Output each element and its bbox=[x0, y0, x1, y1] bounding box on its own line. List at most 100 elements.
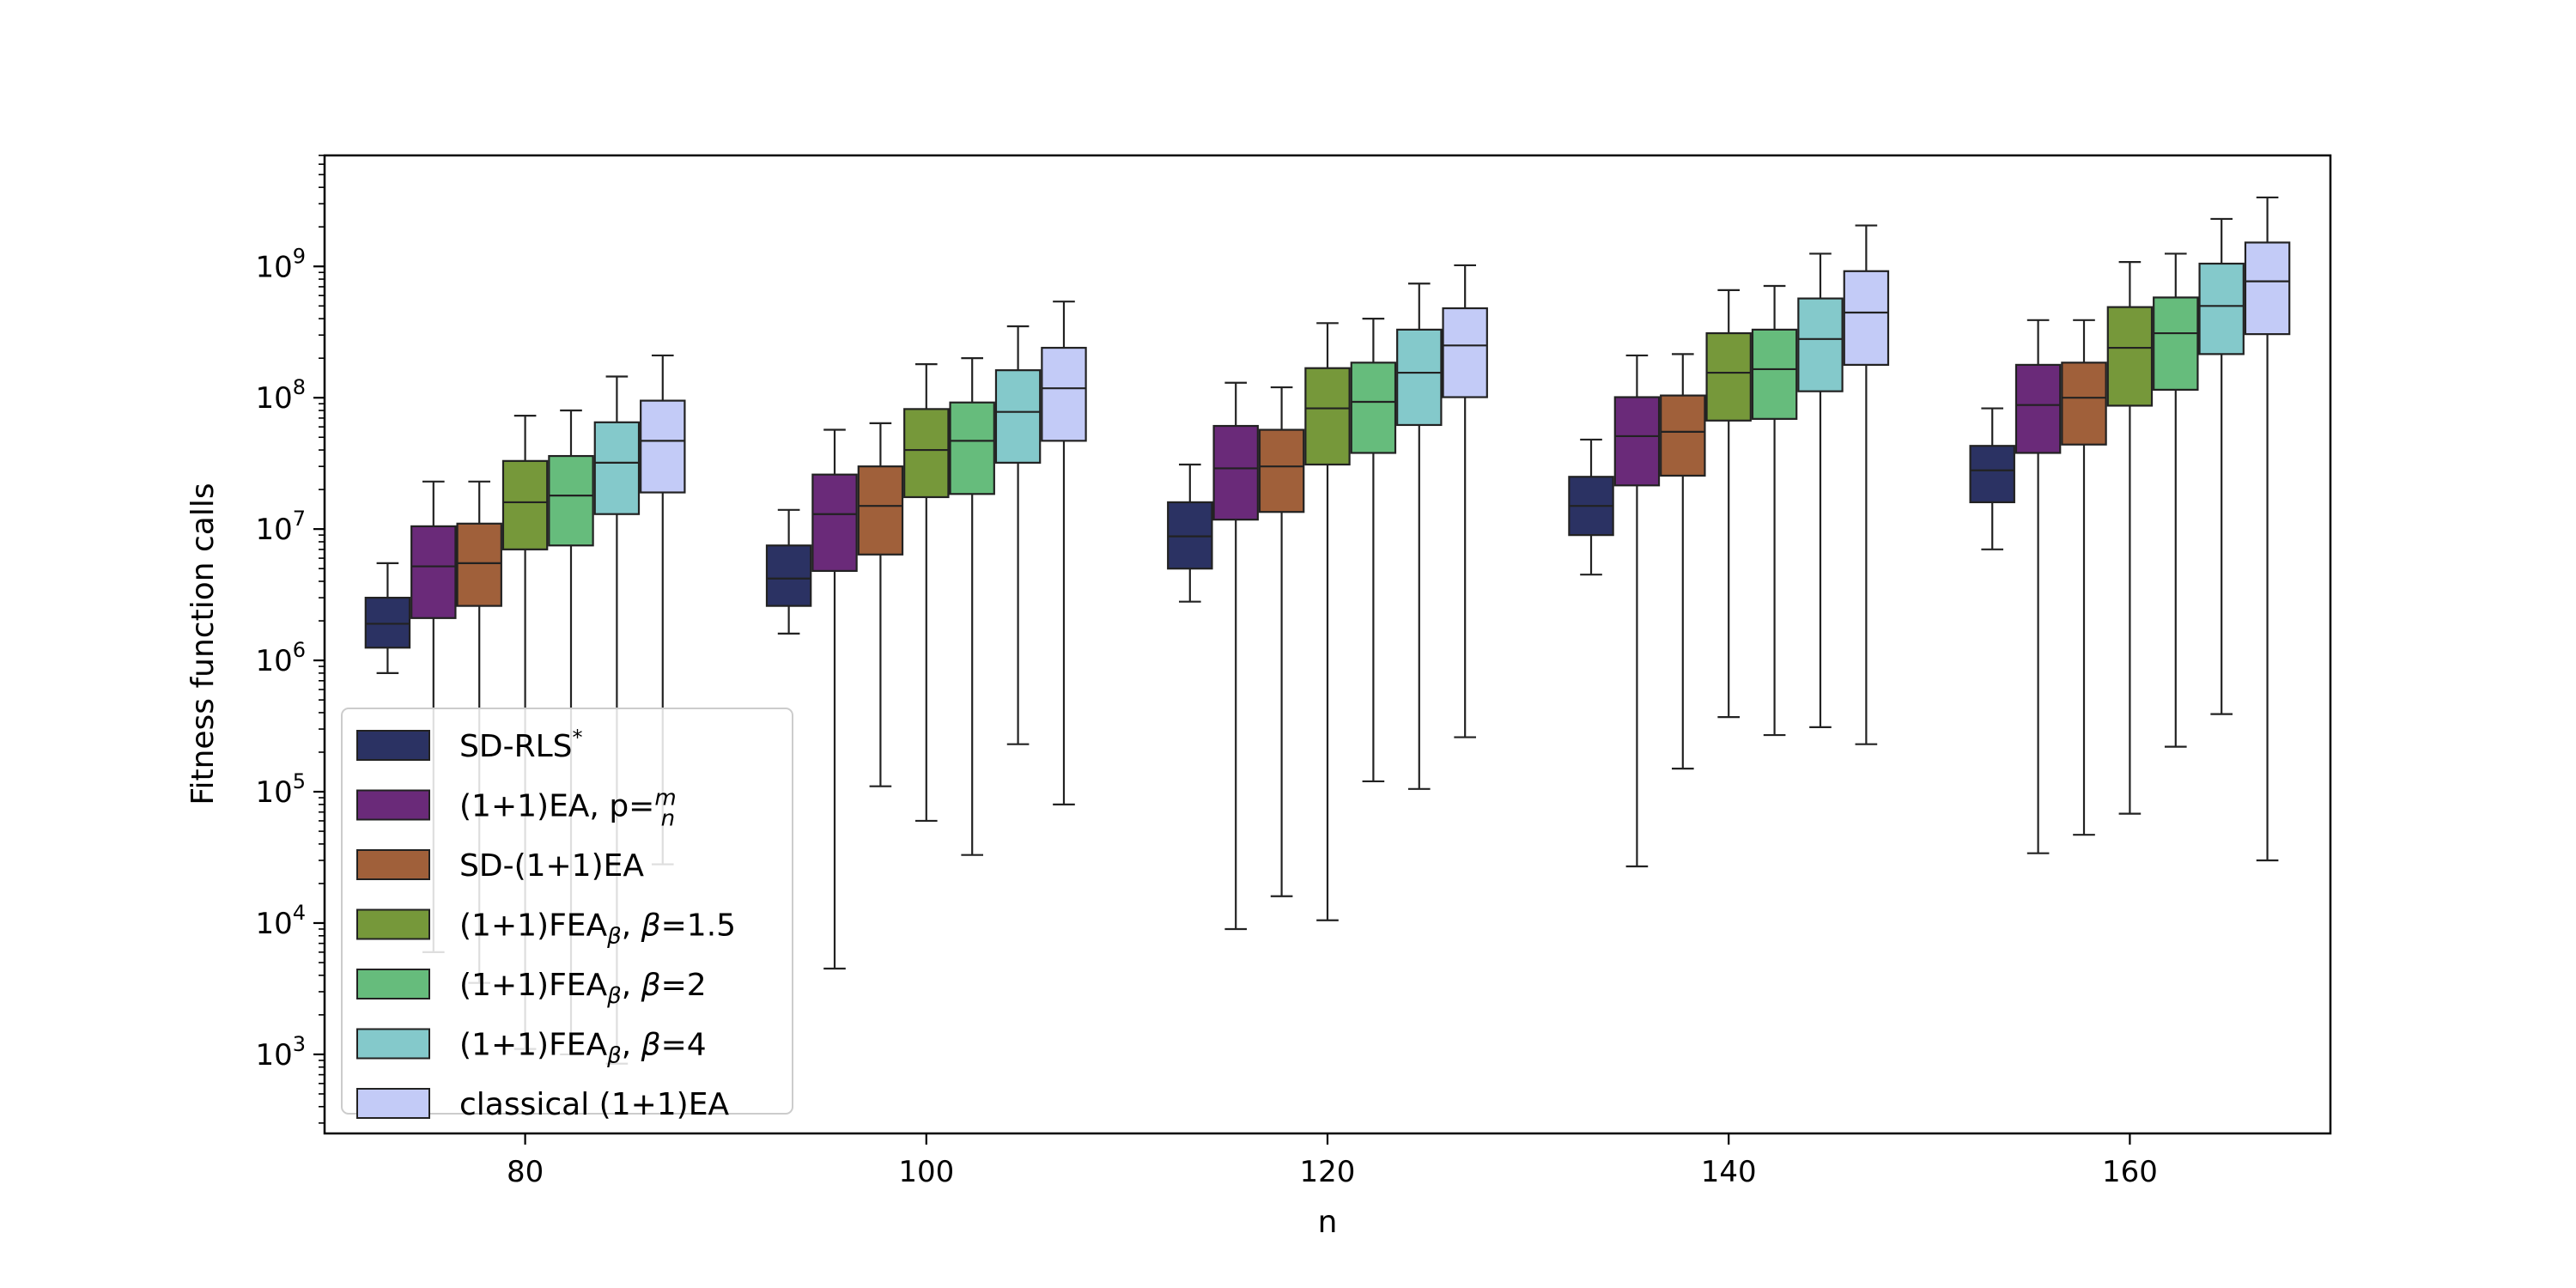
box-iqr bbox=[1041, 346, 1087, 442]
legend-swatch bbox=[356, 969, 430, 999]
legend-item: SD-(1+1)EA bbox=[356, 848, 644, 884]
box-iqr bbox=[2153, 296, 2199, 392]
box-group bbox=[1396, 283, 1443, 790]
box-group bbox=[2244, 196, 2291, 862]
box-iqr bbox=[765, 544, 812, 607]
box-iqr bbox=[410, 525, 457, 619]
y-tick-label: 108 bbox=[255, 375, 306, 416]
x-tick-label: 80 bbox=[507, 1155, 544, 1189]
x-tick-label: 140 bbox=[1701, 1155, 1757, 1189]
box-group bbox=[640, 354, 686, 866]
box-iqr bbox=[949, 401, 995, 495]
box-group bbox=[1751, 284, 1798, 737]
legend-swatch bbox=[356, 908, 430, 940]
box-group bbox=[1660, 353, 1706, 770]
box-iqr bbox=[994, 369, 1042, 464]
y-tick-label: 107 bbox=[255, 507, 306, 547]
box-iqr bbox=[1350, 361, 1397, 454]
legend-item: SD-RLS* bbox=[356, 726, 582, 764]
x-tick-label: 160 bbox=[2102, 1155, 2158, 1189]
box-group bbox=[2153, 252, 2199, 748]
box-group bbox=[2061, 319, 2107, 836]
legend: SD-RLS* (1+1)EA, p=m n SD-(1+1)EA (1+1)FEAβ,… bbox=[341, 708, 793, 1122]
box-iqr bbox=[2061, 361, 2107, 446]
box-group bbox=[1304, 322, 1351, 921]
box-iqr bbox=[2014, 363, 2062, 454]
box-iqr bbox=[640, 399, 686, 494]
legend-label: (1+1)FEAβ, β=2 bbox=[459, 968, 707, 1009]
box-group bbox=[811, 428, 858, 970]
box-iqr bbox=[1751, 328, 1798, 420]
legend-swatch bbox=[356, 789, 430, 821]
box-group bbox=[1969, 407, 2015, 550]
legend-swatch bbox=[356, 1028, 430, 1060]
box-iqr bbox=[811, 473, 858, 572]
box-group bbox=[1613, 354, 1661, 868]
x-tick-label: 120 bbox=[1300, 1155, 1356, 1189]
box-group bbox=[2014, 319, 2062, 854]
legend-item: (1+1)FEAβ, β=2 bbox=[356, 968, 707, 1009]
box-iqr bbox=[857, 465, 904, 556]
box-iqr bbox=[1613, 396, 1661, 487]
box-iqr bbox=[1797, 297, 1844, 392]
box-iqr bbox=[1258, 428, 1305, 513]
box-iqr bbox=[1969, 445, 2015, 504]
x-axis-label: n bbox=[1318, 1205, 1338, 1240]
box-group bbox=[949, 357, 995, 856]
y-axis: 103 104 105 106 107 108 109 bbox=[255, 155, 325, 1124]
legend-label: SD-RLS* bbox=[459, 726, 582, 764]
boxes-layer bbox=[364, 196, 2291, 1065]
box-iqr bbox=[456, 522, 502, 607]
box-iqr bbox=[2198, 262, 2245, 355]
box-group bbox=[1041, 301, 1087, 805]
box-group bbox=[1442, 264, 1488, 738]
y-axis-label: Fitness function calls bbox=[185, 483, 221, 805]
legend-label: (1+1)EA, p=m n bbox=[459, 786, 677, 832]
legend-label: SD-(1+1)EA bbox=[459, 848, 644, 884]
legend-swatch bbox=[356, 849, 430, 880]
y-tick-label: 105 bbox=[255, 769, 306, 810]
box-group bbox=[1212, 381, 1259, 931]
y-tick-label: 103 bbox=[255, 1032, 306, 1072]
legend-label: (1+1)FEAβ, β=1.5 bbox=[459, 908, 736, 950]
box-iqr bbox=[903, 408, 950, 499]
box-group bbox=[903, 363, 950, 823]
box-iqr bbox=[501, 459, 549, 550]
box-group bbox=[765, 508, 812, 635]
legend-item: (1+1)FEAβ, β=1.5 bbox=[356, 908, 736, 950]
legend-frame bbox=[341, 708, 793, 1115]
box-group bbox=[2106, 261, 2154, 815]
x-tick-label: 100 bbox=[898, 1155, 954, 1189]
box-iqr bbox=[2106, 306, 2154, 407]
box-iqr bbox=[548, 454, 594, 547]
box-iqr bbox=[1843, 270, 1890, 366]
box-iqr bbox=[1660, 394, 1706, 477]
box-iqr bbox=[1442, 307, 1488, 398]
y-tick-label: 106 bbox=[255, 638, 306, 678]
legend-label: classical (1+1)EA bbox=[459, 1087, 729, 1122]
box-group bbox=[1797, 252, 1844, 728]
box-group bbox=[1258, 386, 1305, 897]
x-axis: 80 100 120 140 160 bbox=[507, 1133, 2158, 1189]
box-group bbox=[857, 422, 904, 787]
box-iqr bbox=[1212, 424, 1259, 521]
box-group bbox=[1167, 463, 1213, 603]
box-group bbox=[994, 325, 1042, 745]
box-group bbox=[1843, 224, 1890, 745]
legend-item: (1+1)EA, p=m n bbox=[356, 786, 677, 832]
y-tick-label: 104 bbox=[255, 901, 306, 941]
box-group bbox=[1705, 289, 1752, 719]
y-tick-label: 109 bbox=[255, 244, 306, 284]
box-iqr bbox=[364, 597, 411, 649]
box-group bbox=[2198, 217, 2245, 715]
box-iqr bbox=[2244, 241, 2291, 336]
box-group bbox=[1568, 438, 1614, 576]
box-iqr bbox=[1705, 331, 1752, 422]
box-iqr bbox=[1304, 367, 1351, 466]
legend-label: (1+1)FEAβ, β=4 bbox=[459, 1028, 707, 1069]
box-group bbox=[364, 562, 411, 675]
box-iqr bbox=[593, 421, 641, 515]
legend-swatch bbox=[356, 730, 430, 761]
box-group bbox=[1350, 318, 1397, 783]
